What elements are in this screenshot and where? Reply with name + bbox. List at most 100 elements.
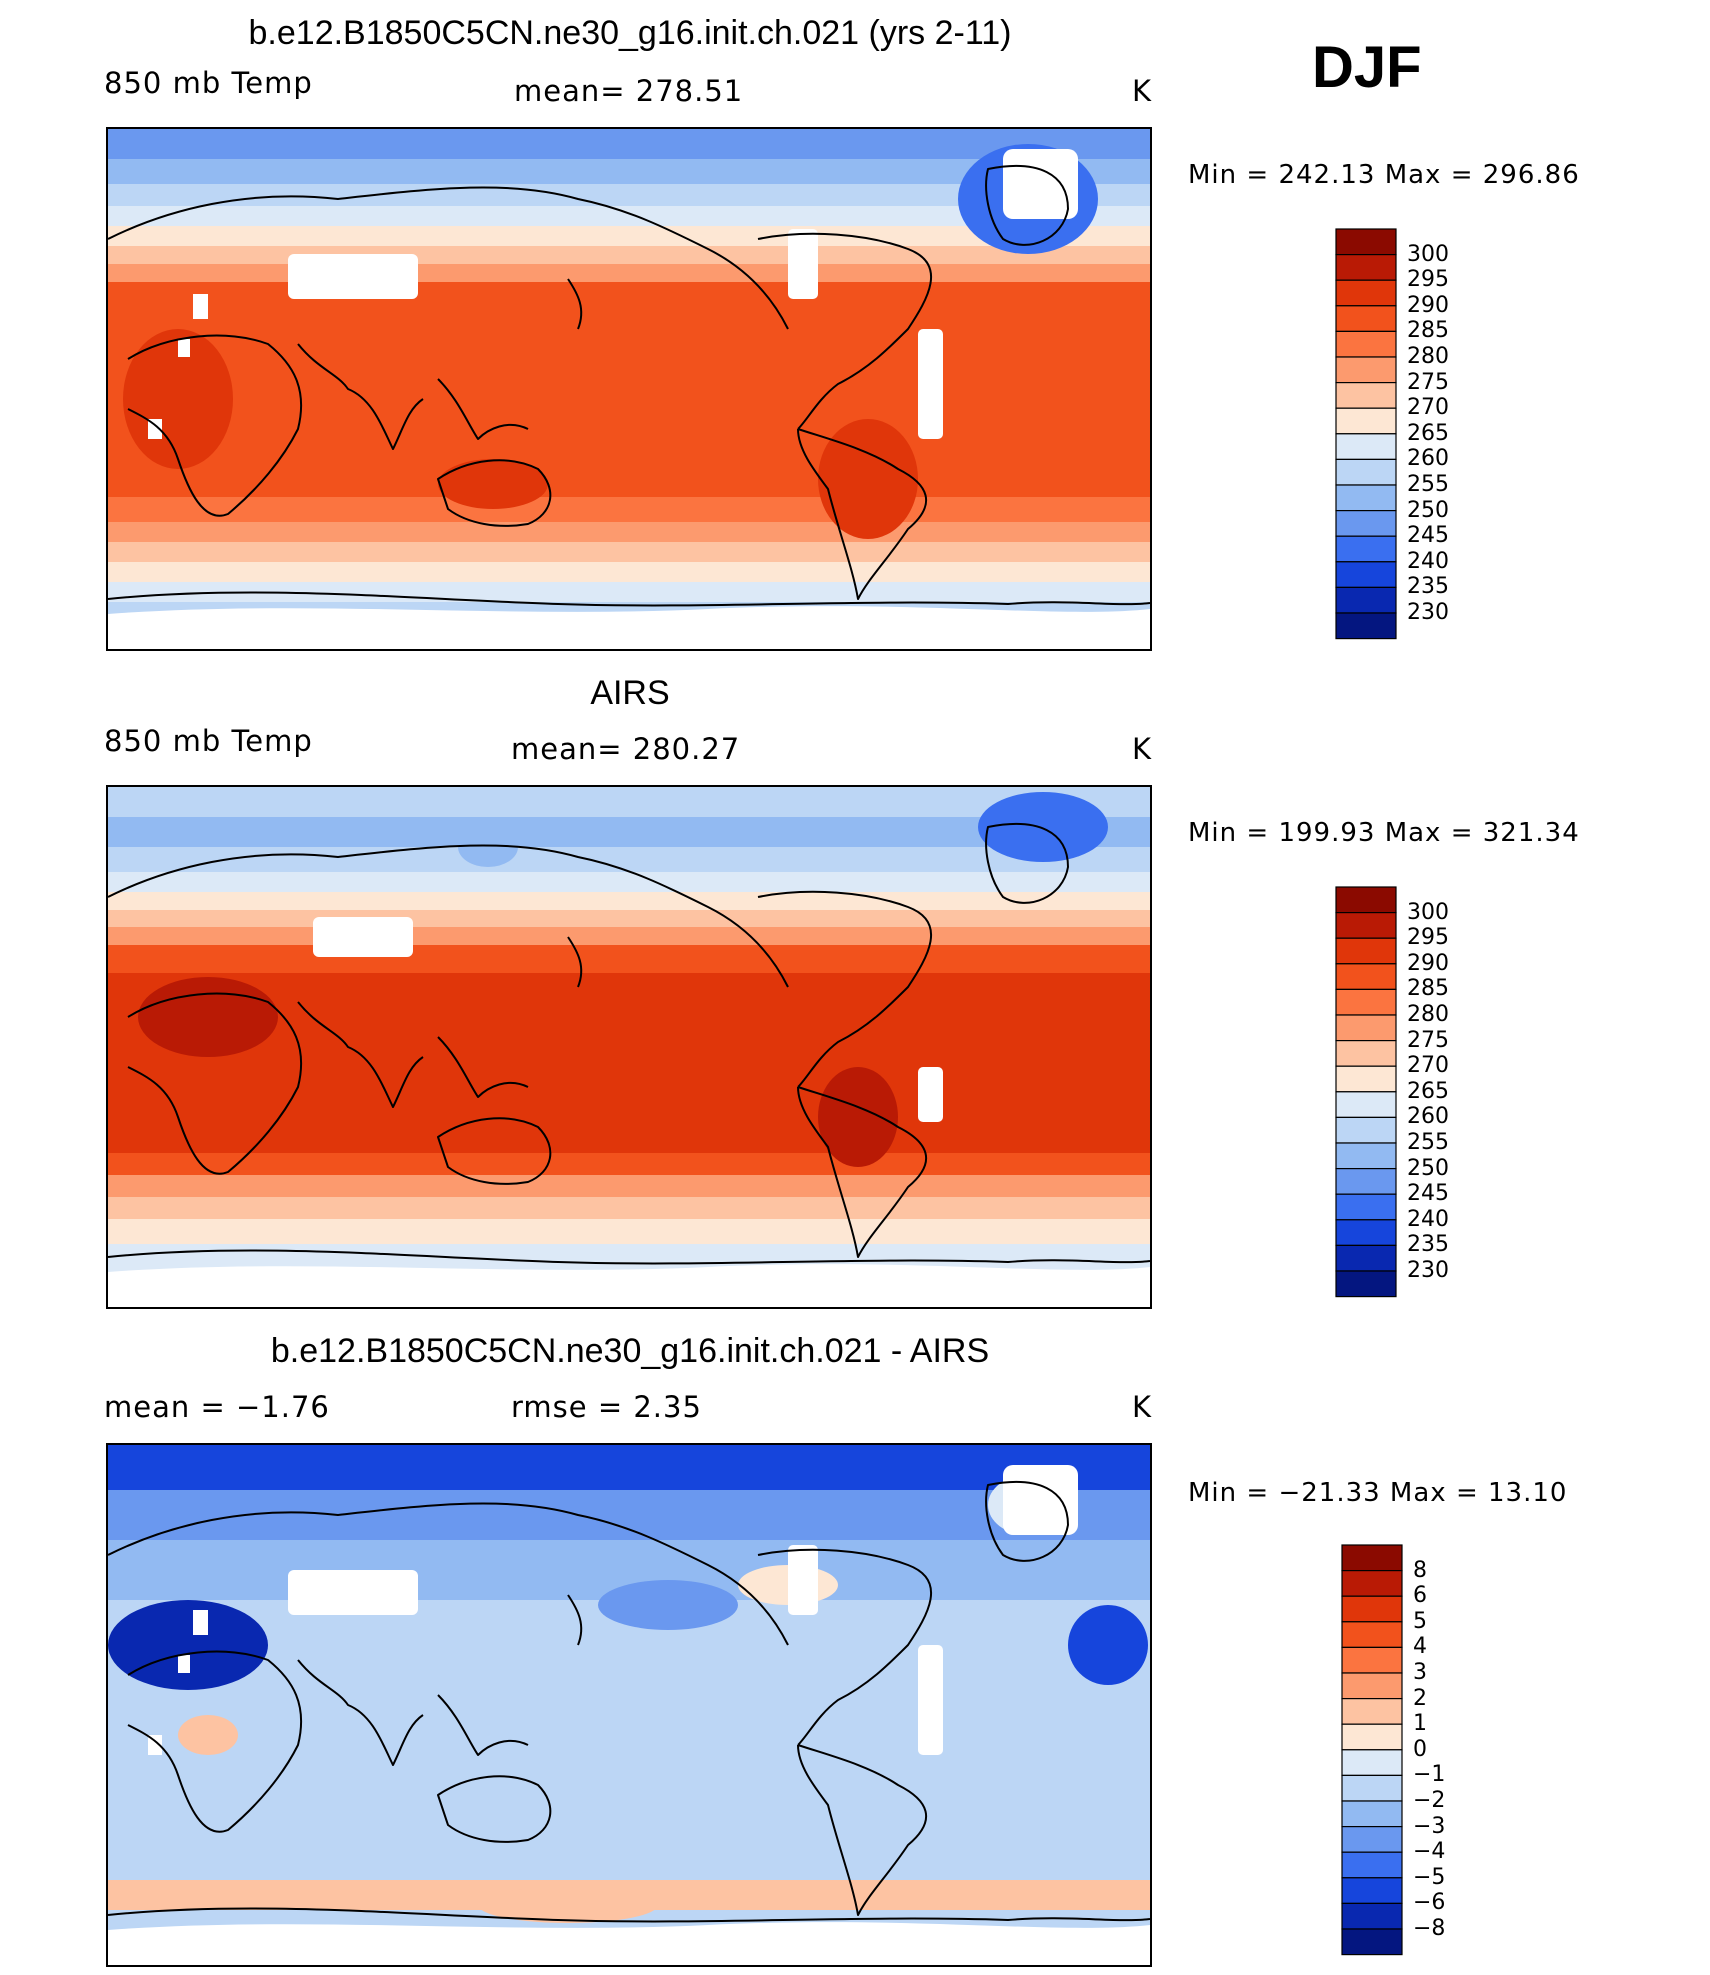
colorbar-tick-label: 295 [1407, 925, 1449, 951]
colorbar-swatch [1335, 1244, 1397, 1272]
colorbar-swatch [1335, 937, 1397, 965]
colorbar-tick-label: 4 [1413, 1634, 1427, 1660]
colorbar-tick-label: 280 [1407, 1002, 1449, 1027]
panel-2-units: K [1132, 732, 1153, 766]
colorbar-swatch [1341, 1928, 1403, 1956]
panel-2-variable-label: 850 mb Temp [104, 724, 313, 758]
colorbar-tick-label: −4 [1413, 1839, 1446, 1865]
panel-3-mean-label: mean = −1.76 [104, 1390, 330, 1424]
colorbar-tick-label: 1 [1413, 1711, 1427, 1737]
colorbar-swatch [1335, 1065, 1397, 1093]
colorbar-tick-label: 5 [1413, 1608, 1427, 1634]
season-label: DJF [1312, 35, 1422, 100]
colorbar-tick-label: 245 [1407, 523, 1449, 549]
colorbar-tick-label: 295 [1407, 267, 1449, 293]
panel-3-colorbar: 8 6 5 4 3 2 1 0 −1 −2 −3 −4 −5 −6 −8 [1341, 1544, 1481, 1963]
colorbar-swatch [1341, 1749, 1403, 1777]
colorbar-swatch [1335, 1116, 1397, 1144]
colorbar-swatch [1341, 1621, 1403, 1649]
colorbar-swatch [1335, 1014, 1397, 1042]
panel-1-minmax: Min = 242.13 Max = 296.86 [1188, 160, 1580, 190]
colorbar-tick-label: 255 [1407, 472, 1449, 497]
colorbar-tick-label: 245 [1407, 1181, 1449, 1207]
colorbar-tick-label: −3 [1413, 1813, 1446, 1839]
colorbar-swatch [1335, 1219, 1397, 1246]
colorbar-tick-label: −2 [1413, 1788, 1446, 1813]
missing-data-mask [108, 917, 1150, 1307]
colorbar-swatch [1335, 1091, 1397, 1119]
colorbar-tick-label: 260 [1407, 1104, 1449, 1130]
colorbar-tick-label: 290 [1407, 292, 1449, 318]
colorbar-tick-label: 235 [1407, 574, 1449, 600]
colorbar-swatch [1335, 886, 1397, 914]
panel-2-mean-label: mean= 280.27 [511, 732, 741, 766]
colorbar-tick-label: 285 [1407, 318, 1449, 344]
colorbar-tick-label: 230 [1407, 600, 1449, 625]
colorbar-tick-label: 250 [1407, 497, 1449, 523]
colorbar-tick-label: −6 [1413, 1890, 1446, 1916]
colorbar-swatch [1335, 356, 1397, 384]
colorbar-swatch [1335, 535, 1397, 563]
colorbar-swatch [1335, 912, 1397, 939]
colorbar-tick-label: 230 [1407, 1258, 1449, 1283]
panel-1-variable-label: 850 mb Temp [104, 66, 313, 100]
panel-3-rmse-label: rmse = 2.35 [511, 1390, 702, 1424]
colorbar-tick-label: 250 [1407, 1155, 1449, 1181]
colorbar-tick-label: −1 [1413, 1762, 1446, 1788]
panel-2-minmax: Min = 199.93 Max = 321.34 [1188, 818, 1580, 848]
colorbar-swatch [1341, 1646, 1403, 1674]
panel-1-map [106, 127, 1152, 651]
colorbar-tick-label: 265 [1407, 1078, 1449, 1104]
colorbar-tick-label: 270 [1407, 395, 1449, 421]
colorbar-tick-label: 260 [1407, 446, 1449, 472]
panel-1-units: K [1132, 74, 1153, 108]
colorbar-swatch [1335, 586, 1397, 614]
colorbar-swatch [1335, 407, 1397, 435]
colorbar-swatch [1341, 1595, 1403, 1623]
colorbar-tick-label: 240 [1407, 1206, 1449, 1232]
panel-2-colorbar: 300 295 290 285 280 275 270 265 260 255 250 245 240 2… [1335, 886, 1475, 1305]
colorbar-swatch [1335, 433, 1397, 461]
colorbar-svg [1335, 228, 1397, 640]
missing-data-mask [108, 1465, 1150, 1965]
colorbar-tick-label: 3 [1413, 1660, 1427, 1685]
colorbar-swatch [1335, 1270, 1397, 1298]
colorbar-swatch [1335, 1142, 1397, 1170]
colorbar-swatch [1335, 1168, 1397, 1195]
colorbar-svg [1335, 886, 1397, 1298]
panel-3-units: K [1132, 1390, 1153, 1424]
panel-1-colorbar: 300 295 290 285 280 275 270 265 260 255 250 245 240 2… [1335, 228, 1475, 647]
colorbar-tick-label: 285 [1407, 976, 1449, 1002]
panel-2-title: AIRS [590, 674, 670, 712]
coastlines [108, 1480, 1150, 1923]
colorbar-tick-label: 8 [1413, 1557, 1427, 1583]
panel-1-mean-label: mean= 278.51 [514, 74, 744, 108]
colorbar-swatch [1341, 1570, 1403, 1597]
colorbar-swatch [1341, 1698, 1403, 1725]
colorbar-tick-label: 280 [1407, 344, 1449, 369]
colorbar-swatch [1341, 1544, 1403, 1572]
colorbar-swatch [1335, 612, 1397, 640]
colorbar-swatch [1341, 1902, 1403, 1930]
colorbar-tick-label: 300 [1407, 899, 1449, 925]
colorbar-swatch [1335, 1193, 1397, 1221]
colorbar-swatch [1335, 561, 1397, 588]
colorbar-svg [1341, 1544, 1403, 1956]
coastlines [108, 822, 1150, 1265]
colorbar-tick-label: −5 [1413, 1864, 1446, 1890]
colorbar-tick-label: 240 [1407, 548, 1449, 574]
colorbar-swatch [1335, 305, 1397, 333]
panel-3-map [106, 1443, 1152, 1967]
colorbar-tick-label: 270 [1407, 1053, 1449, 1079]
panel-3-title: b.e12.B1850C5CN.ne30_g16.init.ch.021 - A… [270, 1332, 990, 1370]
colorbar-swatch [1335, 484, 1397, 512]
colorbar-tick-label: 2 [1413, 1685, 1427, 1711]
missing-data-mask [108, 149, 1150, 649]
colorbar-swatch [1335, 254, 1397, 281]
colorbar-tick-label: 0 [1413, 1736, 1427, 1762]
panel-2-map [106, 785, 1152, 1309]
colorbar-swatch [1335, 279, 1397, 307]
colorbar-tick-label: 290 [1407, 950, 1449, 976]
colorbar-swatch [1341, 1851, 1403, 1879]
colorbar-swatch [1341, 1877, 1403, 1904]
